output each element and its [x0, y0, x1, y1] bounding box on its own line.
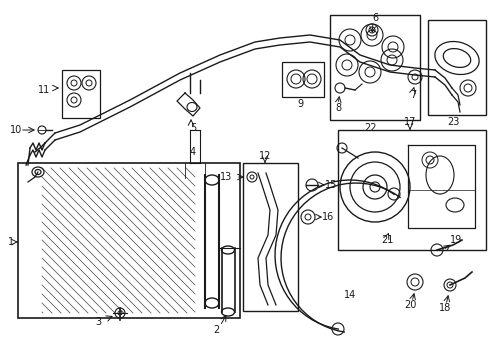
Bar	[282, 62, 324, 97]
Text: 8: 8	[335, 103, 341, 113]
Text: 13: 13	[220, 172, 232, 182]
Text: 22: 22	[364, 123, 376, 133]
Text: 10: 10	[10, 125, 22, 135]
Bar	[428, 20, 486, 115]
Text: 18: 18	[439, 303, 451, 313]
Bar	[62, 70, 100, 118]
Text: 11: 11	[38, 85, 50, 95]
Text: 20: 20	[404, 300, 416, 310]
Text: 15: 15	[325, 180, 338, 190]
Text: 3: 3	[95, 317, 101, 327]
Text: 19: 19	[450, 235, 462, 245]
Text: 2: 2	[213, 325, 219, 335]
Text: 16: 16	[322, 212, 334, 222]
Text: 5: 5	[190, 123, 196, 133]
Text: 9: 9	[297, 99, 303, 109]
Text: 23: 23	[447, 117, 459, 127]
Text: 14: 14	[344, 290, 356, 300]
Bar	[338, 130, 486, 250]
Text: 6: 6	[372, 13, 378, 23]
Bar	[330, 15, 420, 120]
Text: 1: 1	[8, 237, 14, 247]
Text: 21: 21	[381, 235, 393, 245]
Text: 7: 7	[410, 90, 416, 100]
Text: 17: 17	[404, 117, 416, 127]
Bar	[243, 163, 298, 311]
Text: 12: 12	[259, 151, 271, 161]
Bar	[18, 163, 240, 318]
Text: 4: 4	[190, 147, 196, 157]
